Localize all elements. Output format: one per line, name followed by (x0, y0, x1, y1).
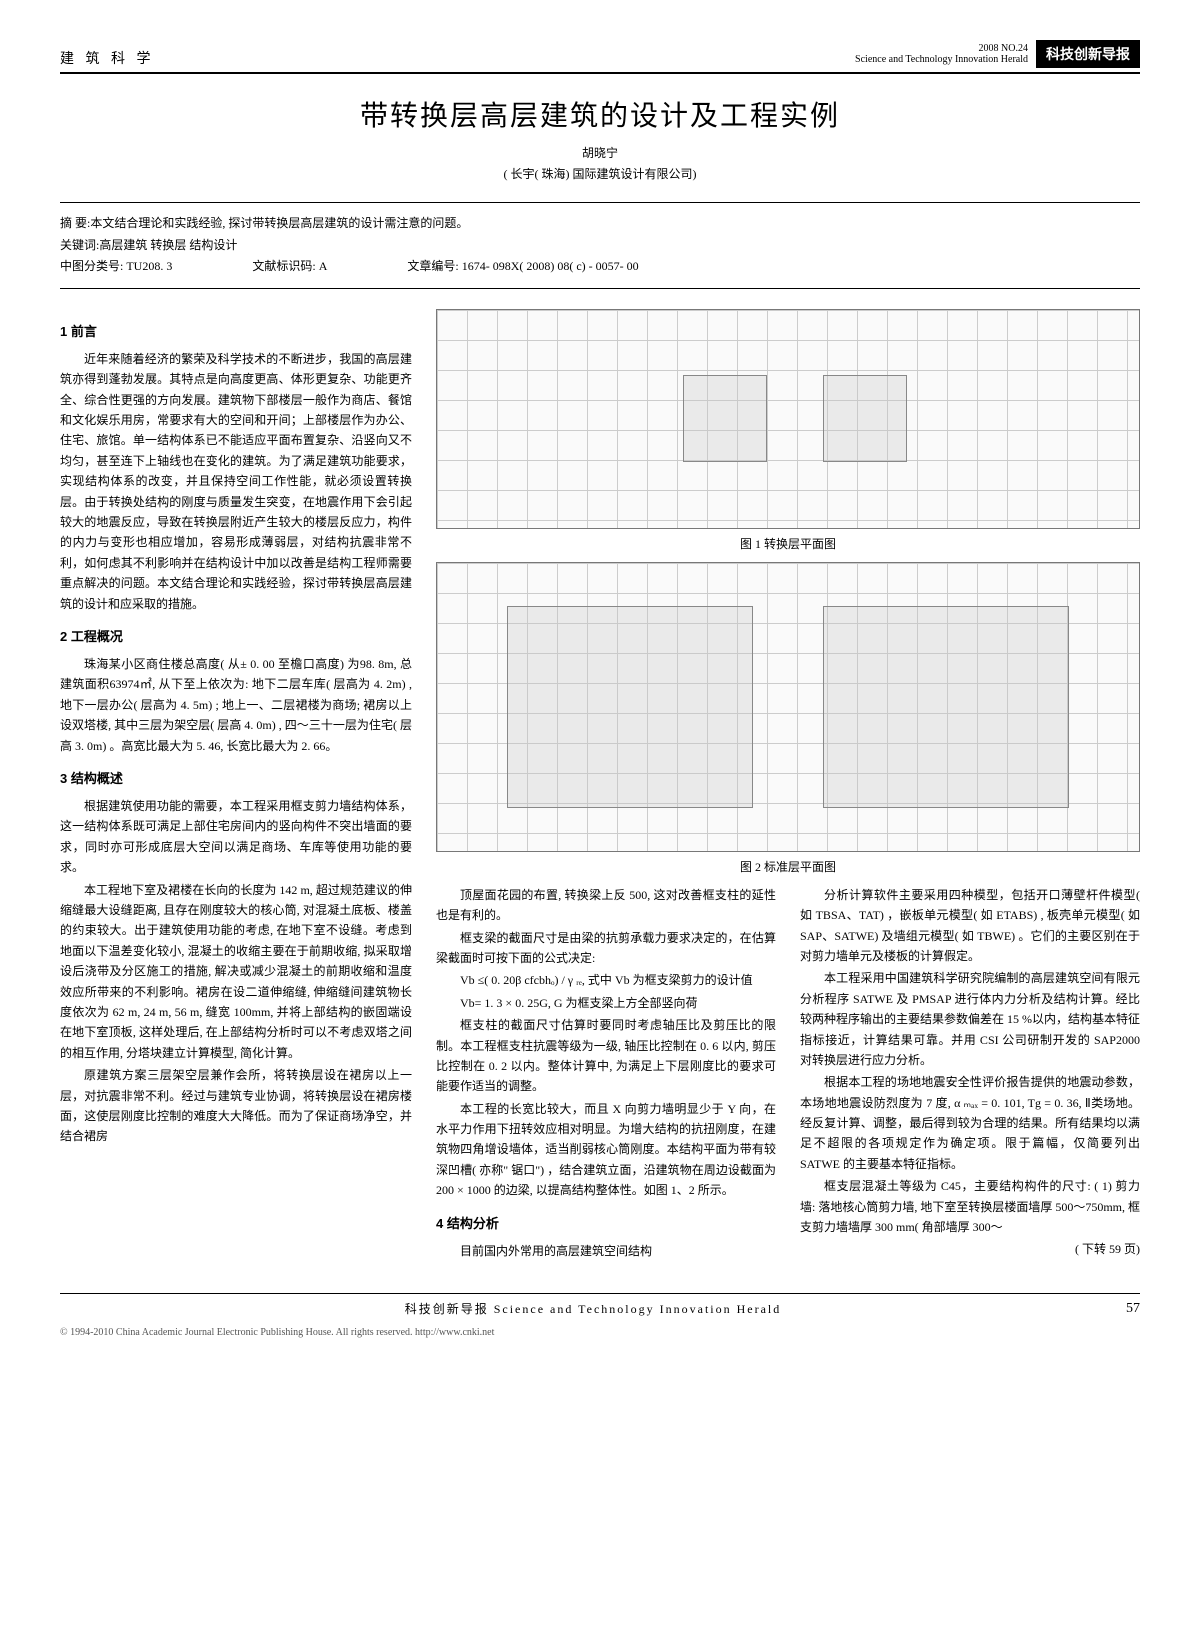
section-3-heading: 3 结构概述 (60, 768, 412, 790)
mid-para-2: 框支梁的截面尺寸是由梁的抗剪承载力要求决定的，在估算梁截面时可按下面的公式决定: (436, 928, 776, 969)
doc-code: 文献标识码: A (252, 256, 327, 278)
mid-para-3: Vb= 1. 3 × 0. 25G, G 为框支梁上方全部竖向荷 (436, 993, 776, 1013)
article-title: 带转换层高层建筑的设计及工程实例 (60, 94, 1140, 134)
page-header: 建 筑 科 学 2008 NO.24 Science and Technolog… (60, 40, 1140, 74)
section-4-para: 目前国内外常用的高层建筑空间结构 (436, 1241, 776, 1261)
section-3-para-1: 根据建筑使用功能的需要，本工程采用框支剪力墙结构体系，这一结构体系既可满足上部住… (60, 796, 412, 878)
section-2-heading: 2 工程概况 (60, 626, 412, 648)
plan-core-2 (823, 375, 907, 462)
page-number: 57 (1126, 1301, 1140, 1317)
right-para-1: 分析计算软件主要采用四种模型，包括开口薄壁杆件模型( 如 TBSA、TAT) ，… (800, 885, 1140, 967)
abstract-text: 本文结合理论和实践经验, 探讨带转换层高层建筑的设计需注意的问题。 (90, 213, 468, 235)
figure-1-plan (437, 310, 1139, 528)
class-number: 中图分类号: TU208. 3 (60, 256, 172, 278)
column-3: 分析计算软件主要采用四种模型，包括开口薄壁杆件模型( 如 TBSA、TAT) ，… (800, 885, 1140, 1263)
main-content: 1 前言 近年来随着经济的繁荣及科学技术的不断进步，我国的高层建筑亦得到蓬勃发展… (60, 309, 1140, 1263)
header-issue: 2008 NO.24 Science and Technology Innova… (855, 43, 1028, 65)
keywords-label: 关键词: (60, 235, 99, 257)
right-para-3: 根据本工程的场地地震安全性评价报告提供的地震动参数，本场地地震设防烈度为 7 度… (800, 1072, 1140, 1174)
abstract-block: 摘 要: 本文结合理论和实践经验, 探讨带转换层高层建筑的设计需注意的问题。 关… (60, 202, 1140, 289)
figure-2-caption: 图 2 标准层平面图 (436, 858, 1140, 875)
page-footer: 科技创新导报 Science and Technology Innovation… (60, 1293, 1140, 1317)
abstract-label: 摘 要: (60, 213, 90, 235)
mid-formula: Vb ≤( 0. 20β cfcbhₒ) / γ ᵣₑ, 式中 Vb 为框支梁剪… (436, 970, 776, 990)
right-para-2: 本工程采用中国建筑科学研究院编制的高层建筑空间有限元分析程序 SATWE 及 P… (800, 968, 1140, 1070)
figure-1-caption: 图 1 转换层平面图 (436, 535, 1140, 552)
plan-tower-b (823, 606, 1069, 808)
section-3-para-3: 原建筑方案三层架空层兼作会所，将转换层设在裙房以上一层，对抗震非常不利。经过与建… (60, 1065, 412, 1147)
figure-1 (436, 309, 1140, 529)
plan-tower-a (507, 606, 753, 808)
mid-para-1: 顶屋面花园的布置, 转换梁上反 500, 这对改善框支柱的延性也是有利的。 (436, 885, 776, 926)
footer-journal: 科技创新导报 Science and Technology Innovation… (405, 1300, 782, 1317)
mid-para-4: 框支柱的截面尺寸估算时要同时考虑轴压比及剪压比的限制。本工程框支柱抗震等级为一级… (436, 1015, 776, 1097)
section-1-para: 近年来随着经济的繁荣及科学技术的不断进步，我国的高层建筑亦得到蓬勃发展。其特点是… (60, 349, 412, 614)
mid-para-5: 本工程的长宽比较大，而且 X 向剪力墙明显少于 Y 向，在水平力作用下扭转效应相… (436, 1099, 776, 1201)
header-right: 2008 NO.24 Science and Technology Innova… (855, 40, 1140, 68)
author-affiliation: ( 长宇( 珠海) 国际建筑设计有限公司) (60, 165, 1140, 182)
section-1-heading: 1 前言 (60, 321, 412, 343)
continuation-note: ( 下转 59 页) (800, 1239, 1140, 1259)
header-category: 建 筑 科 学 (60, 48, 155, 68)
section-4-heading: 4 结构分析 (436, 1213, 776, 1235)
right-content: 图 1 转换层平面图 图 2 标准层平面图 顶屋面花园的布置, 转换梁上反 50… (436, 309, 1140, 1263)
figure-2 (436, 562, 1140, 852)
article-number: 文章编号: 1674- 098X( 2008) 08( c) - 0057- 0… (407, 256, 638, 278)
figure-2-plan (437, 563, 1139, 851)
copyright-line: © 1994-2010 China Academic Journal Elect… (60, 1327, 1140, 1338)
section-3-para-2: 本工程地下室及裙楼在长向的长度为 142 m, 超过规范建议的伸缩缝最大设缝距离… (60, 880, 412, 1064)
keywords-text: 高层建筑 转换层 结构设计 (99, 235, 237, 257)
journal-badge: 科技创新导报 (1036, 40, 1140, 68)
column-1: 1 前言 近年来随着经济的繁荣及科学技术的不断进步，我国的高层建筑亦得到蓬勃发展… (60, 309, 412, 1263)
issue-english: Science and Technology Innovation Herald (855, 54, 1028, 65)
plan-core-1 (683, 375, 767, 462)
issue-number: 2008 NO.24 (855, 43, 1028, 54)
section-2-para: 珠海某小区商住楼总高度( 从± 0. 00 至檐口高度) 为98. 8m, 总建… (60, 654, 412, 756)
right-para-4: 框支层混凝土等级为 C45，主要结构构件的尺寸: ( 1) 剪力墙: 落地核心筒… (800, 1176, 1140, 1237)
columns-below-figures: 顶屋面花园的布置, 转换梁上反 500, 这对改善框支柱的延性也是有利的。 框支… (436, 885, 1140, 1263)
author-name: 胡晓宁 (60, 144, 1140, 161)
column-2: 顶屋面花园的布置, 转换梁上反 500, 这对改善框支柱的延性也是有利的。 框支… (436, 885, 776, 1263)
